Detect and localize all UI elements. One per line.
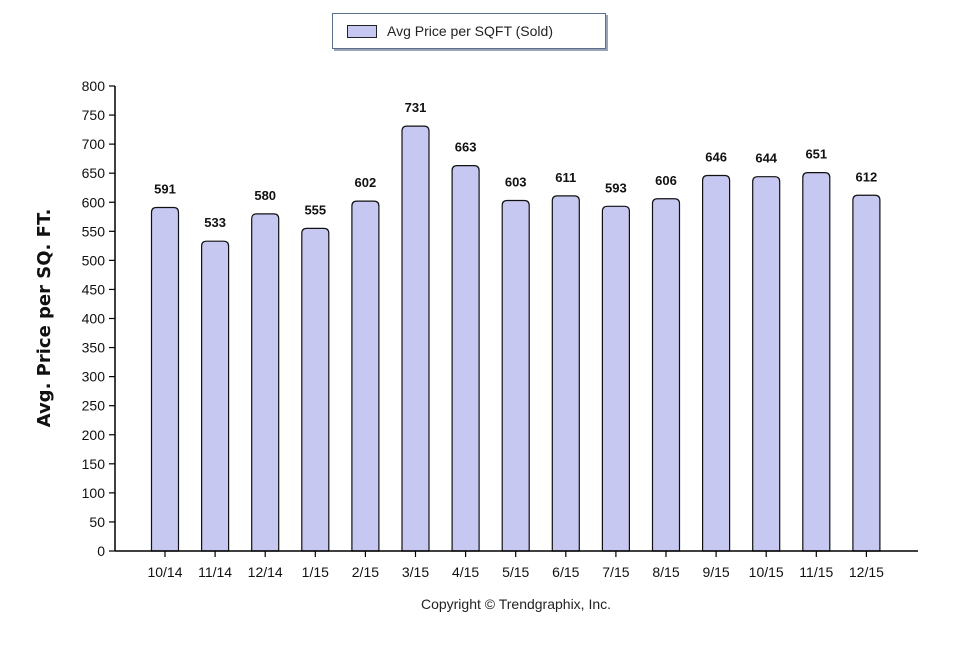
legend-swatch: [347, 25, 377, 38]
bar-value-label: 580: [254, 188, 276, 203]
bar: [651, 198, 681, 552]
bar-value-label: 603: [505, 175, 527, 190]
copyright-label: Copyright © Trendgraphix, Inc.: [420, 596, 612, 612]
y-tick-label: 800: [82, 78, 106, 94]
bar: [351, 200, 380, 552]
bar: [451, 165, 480, 552]
x-tick-label: 1/15: [302, 564, 329, 580]
bar: [401, 125, 430, 552]
y-axis-ticks: 0 50 100 150 200 250 300 350 400 450 500 550 600 650 7…: [82, 78, 115, 559]
bar-value-label: 602: [355, 175, 377, 190]
bar: [752, 176, 781, 552]
bar: [551, 195, 580, 552]
x-tick-label: 8/15: [652, 564, 679, 580]
y-tick-label: 200: [82, 427, 106, 443]
y-tick-label: 500: [82, 252, 106, 268]
y-tick-label: 300: [82, 369, 106, 385]
y-tick-label: 0: [97, 543, 105, 559]
bars: 591 533 580 555 602 731 663 603 611 593 606 646 644 6…: [150, 100, 881, 552]
x-tick-label: 10/15: [749, 564, 784, 580]
y-tick-label: 550: [82, 223, 106, 239]
y-tick-label: 350: [82, 340, 106, 356]
bar: [201, 240, 230, 552]
bar-value-label: 591: [154, 181, 176, 196]
bar: [501, 199, 530, 552]
y-tick-label: 750: [82, 107, 106, 123]
y-tick-label: 250: [82, 398, 106, 414]
bar-value-label: 731: [405, 100, 427, 115]
y-tick-label: 600: [82, 194, 106, 210]
bar: [702, 174, 731, 552]
legend: Avg Price per SQFT (Sold): [332, 13, 606, 49]
legend-label: Avg Price per SQFT (Sold): [387, 23, 553, 39]
y-axis-label: Avg. Price per SQ. FT.: [34, 209, 55, 428]
x-tick-label: 10/14: [147, 564, 182, 580]
bar: [601, 205, 630, 552]
bar-value-label: 611: [555, 170, 576, 185]
x-tick-label: 3/15: [402, 564, 429, 580]
bar-value-label: 651: [805, 147, 827, 162]
x-tick-label: 12/15: [849, 564, 884, 580]
y-tick-label: 400: [82, 311, 106, 327]
bar-value-label: 612: [856, 169, 878, 184]
y-tick-label: 150: [82, 456, 106, 472]
x-tick-label: 2/15: [352, 564, 379, 580]
x-tick-label: 7/15: [602, 564, 629, 580]
x-axis-ticks: 10/14 11/14 12/14 1/15 2/15 3/15 4/15 5/15 6/15 7…: [147, 551, 884, 580]
bar: [150, 206, 180, 552]
y-tick-label: 650: [82, 165, 106, 181]
x-tick-label: 5/15: [502, 564, 529, 580]
copyright-text: Copyright © Trendgraphix, Inc.: [0, 596, 958, 612]
x-tick-label: 11/15: [799, 564, 833, 580]
x-tick-label: 12/14: [248, 564, 283, 580]
y-tick-label: 100: [82, 485, 106, 501]
bar-value-label: 555: [304, 202, 326, 217]
x-tick-label: 9/15: [702, 564, 729, 580]
y-tick-label: 700: [82, 136, 106, 152]
x-tick-label: 6/15: [552, 564, 579, 580]
x-tick-label: 4/15: [452, 564, 479, 580]
bar-value-label: 593: [605, 180, 627, 195]
bar: [251, 213, 280, 552]
bar: [301, 227, 330, 552]
bar-value-label: 606: [655, 173, 677, 188]
bar: [802, 172, 831, 552]
bar-value-label: 646: [705, 150, 727, 165]
bar-value-label: 663: [455, 140, 477, 155]
bar: [852, 194, 881, 552]
bar-value-label: 644: [755, 151, 777, 166]
y-tick-label: 450: [82, 281, 106, 297]
x-tick-label: 11/14: [198, 564, 232, 580]
y-tick-label: 50: [89, 514, 105, 530]
bar-value-label: 533: [204, 215, 226, 230]
